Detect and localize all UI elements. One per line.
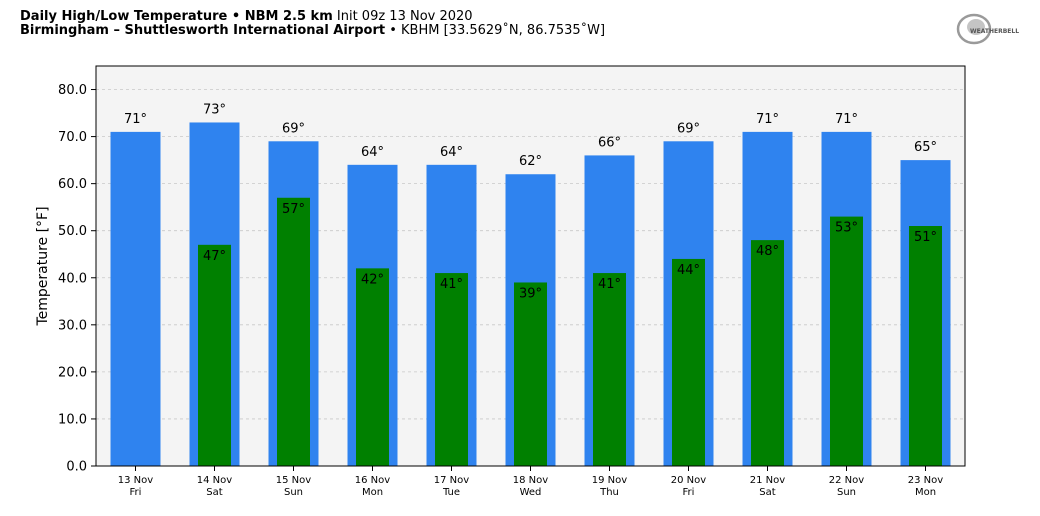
data-label-high: 64° [361, 145, 384, 160]
bar-low [435, 273, 468, 466]
x-tick-weekday: Mon [915, 487, 936, 498]
y-tick-label: 30.0 [58, 318, 87, 333]
x-tick-weekday: Thu [599, 487, 619, 498]
data-label-high: 73° [203, 102, 226, 117]
data-label-high: 64° [440, 145, 463, 160]
chart-title: Daily High/Low Temperature • NBM 2.5 km … [20, 9, 473, 24]
data-label-high: 71° [124, 112, 147, 127]
data-label-high: 65° [914, 140, 937, 155]
bar-high [110, 131, 161, 466]
bars [110, 122, 951, 467]
data-label-low: 51° [914, 230, 937, 245]
y-tick-label: 60.0 [58, 177, 87, 192]
x-tick-date: 15 Nov [276, 475, 312, 486]
x-tick-weekday: Sat [759, 487, 775, 498]
logo-text: WEATHERBELL [970, 28, 1019, 35]
data-label-low: 39° [519, 286, 542, 301]
x-tick-date: 21 Nov [750, 475, 786, 486]
x-tick-date: 19 Nov [592, 475, 628, 486]
x-tick-weekday: Sat [206, 487, 222, 498]
data-label-low: 41° [440, 277, 463, 292]
data-label-high: 71° [835, 112, 858, 127]
y-tick-label: 0.0 [66, 460, 87, 475]
station-line: Birmingham – Shuttlesworth International… [20, 23, 605, 38]
y-tick-label: 70.0 [58, 130, 87, 145]
x-tick-date: 14 Nov [197, 475, 233, 486]
y-axis: 0.0 10.0 20.0 30.0 40.0 50.0 60.0 70.0 80.0 [58, 83, 96, 475]
x-tick-date: 17 Nov [434, 475, 470, 486]
y-tick-label: 40.0 [58, 271, 87, 286]
y-tick-label: 50.0 [58, 224, 87, 239]
data-label-low: 41° [598, 277, 621, 292]
station-id-coords: • KBHM [33.5629˚N, 86.7535˚W] [389, 23, 606, 38]
bar-low [909, 226, 942, 466]
y-tick-label: 20.0 [58, 365, 87, 380]
bar-low [514, 282, 547, 466]
x-tick-date: 23 Nov [908, 475, 944, 486]
data-label-high: 62° [519, 154, 542, 169]
x-tick-date: 20 Nov [671, 475, 707, 486]
init-time: Init 09z 13 Nov 2020 [336, 9, 473, 24]
x-tick-weekday: Tue [442, 487, 460, 498]
data-label-low: 53° [835, 221, 858, 236]
data-label-low: 47° [203, 249, 226, 264]
bar-low [751, 240, 784, 466]
x-tick-weekday: Sun [284, 487, 303, 498]
bar-low [356, 268, 389, 466]
x-tick-date: 13 Nov [118, 475, 154, 486]
data-label-low: 57° [282, 202, 305, 217]
y-tick-label: 10.0 [58, 412, 87, 427]
x-tick-weekday: Sun [837, 487, 856, 498]
chart-title-main: Daily High/Low Temperature • NBM 2.5 km [20, 9, 333, 24]
data-label-high: 66° [598, 135, 621, 150]
bar-low [593, 273, 626, 466]
data-label-low: 42° [361, 272, 384, 287]
bar-labels: 71° 73° 69° 64° 64° 62° 66° 69° 71° 71° 65° 47° 57° 4… [124, 102, 937, 301]
x-tick-date: 18 Nov [513, 475, 549, 486]
y-tick-label: 80.0 [58, 83, 87, 98]
station-name: Birmingham – Shuttlesworth International… [20, 23, 386, 38]
x-tick-weekday: Fri [683, 487, 695, 498]
data-label-high: 69° [677, 121, 700, 136]
weatherbell-logo-icon: WEATHERBELL [956, 13, 1019, 45]
x-tick-weekday: Fri [130, 487, 142, 498]
data-label-high: 69° [282, 121, 305, 136]
x-tick-date: 16 Nov [355, 475, 391, 486]
x-tick-weekday: Mon [362, 487, 383, 498]
data-label-low: 48° [756, 244, 779, 259]
bar-low [830, 216, 863, 466]
data-label-low: 44° [677, 263, 700, 278]
x-tick-date: 22 Nov [829, 475, 865, 486]
bar-low [198, 244, 231, 466]
bar-low [672, 258, 705, 466]
x-tick-weekday: Wed [520, 487, 542, 498]
bar-low [277, 197, 310, 466]
y-axis-label: Temperature [°F] [35, 206, 51, 326]
data-label-high: 71° [756, 112, 779, 127]
